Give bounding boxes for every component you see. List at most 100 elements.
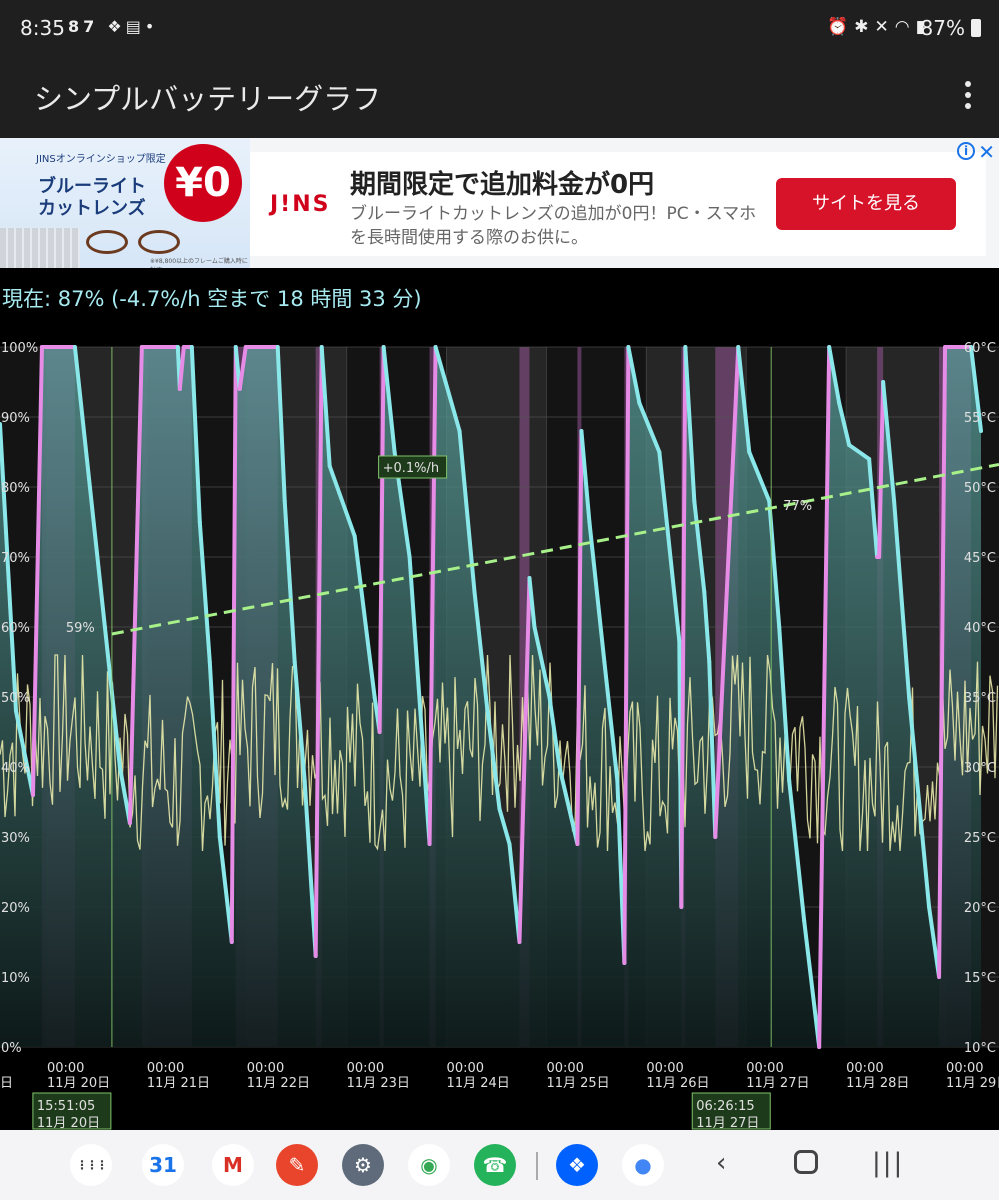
x-tick-time: 00:00 [447, 1061, 484, 1076]
x-tick-time: 00:00 [646, 1061, 683, 1076]
battery-line-segment [302, 779, 318, 958]
battery-line-segment [713, 345, 741, 839]
battery-line-segment [707, 660, 718, 839]
battery-line-segment [189, 345, 202, 524]
ad-headline[interactable]: 期間限定で追加料金が0円 [350, 170, 655, 200]
battery-line-segment [207, 660, 222, 839]
x-tick-date: 11月 26日 [646, 1076, 709, 1091]
ad-banner[interactable]: JINSオンラインショップ限定 ブルーライト カットレンズ ¥0 ※¥8,800… [0, 138, 999, 268]
battery-line-segment [867, 457, 880, 559]
ad-info-icon[interactable]: i [957, 142, 975, 160]
battery-line-segment [507, 842, 522, 944]
battery-line-segment [319, 345, 332, 468]
trend-start-label: 59% [66, 621, 95, 636]
status-time: 8:35 [20, 16, 65, 40]
gmail-icon[interactable]: M [212, 1144, 254, 1186]
news-icon: ▤ [125, 17, 145, 36]
battery-line-segment [337, 492, 357, 538]
x-tick-time: 00:00 [946, 1061, 983, 1076]
battery-line-segment [237, 345, 248, 391]
calendar-icon[interactable]: 31 [142, 1144, 184, 1186]
x-tick-partial: 日 [0, 1076, 13, 1091]
signal-icon: ▮ [915, 17, 931, 37]
battery-line-segment [433, 345, 448, 384]
marker-box [691, 1092, 771, 1130]
ad-shop-label: JINSオンラインショップ限定 [36, 154, 166, 165]
battery-line-segment [443, 380, 462, 433]
battery-line-segment [0, 422, 18, 713]
y-tick-left: 80% [1, 481, 30, 496]
x-tick-time: 00:00 [247, 1061, 284, 1076]
battery-chart[interactable]: 15:51:05 11月 20日 06:26:15 11月 27日 100% 90% 80… [0, 322, 999, 1130]
ad-banner-line2: カットレンズ [38, 198, 146, 219]
trend-rate-box [378, 455, 448, 479]
keep-icon[interactable]: ✎ [276, 1144, 318, 1186]
more-vert-icon[interactable] [959, 78, 977, 118]
x-tick-time: 00:00 [546, 1061, 583, 1076]
recents-icon[interactable]: ||| [872, 1148, 905, 1178]
y-tick-left: 10% [1, 971, 30, 986]
y-tick-left: 90% [1, 411, 30, 426]
battery-line-segment [217, 835, 234, 944]
status-left-icons: 87 ❖▤• [68, 17, 158, 36]
y-tick-left: 70% [1, 551, 30, 566]
battery-line-segment [969, 345, 984, 433]
y-tick-right: 30°C [964, 761, 996, 776]
battery-line-segment [777, 625, 792, 783]
wifi-icon: ◠ [894, 17, 916, 37]
battery-line-segment [87, 485, 107, 629]
glasses-icon [86, 230, 196, 254]
battery-line-segment [802, 919, 822, 1049]
y-tick-right: 15°C [964, 971, 996, 986]
y-tick-right: 45°C [964, 551, 996, 566]
y-tick-right: 20°C [964, 901, 996, 916]
y-tick-left: 50% [1, 691, 30, 706]
battery-line-segment [352, 534, 377, 699]
battery-chart-svg[interactable]: 15:51:05 11月 20日 06:26:15 11月 27日 100% 90% 80… [0, 322, 999, 1130]
marker-date: 11月 20日 [37, 1116, 100, 1130]
ad-card[interactable]: J!NS 期間限定で追加料金が0円 ブルーライトカットレンズの追加が0円！PC・… [250, 152, 986, 256]
home-icon[interactable] [794, 1150, 818, 1174]
phone-icon[interactable]: ☎ [474, 1144, 516, 1186]
battery-line-segment [637, 401, 662, 454]
ad-brand: J!NS [270, 192, 331, 217]
battery-line-segment [377, 345, 386, 734]
battery-line-segment [579, 429, 592, 524]
ad-close-icon[interactable]: ✕ [978, 140, 995, 164]
settings-icon[interactable]: ⚙ [342, 1144, 384, 1186]
x-tick-date: 11月 24日 [447, 1076, 510, 1091]
y-tick-right: 35°C [964, 691, 996, 706]
marker-box [32, 1092, 112, 1130]
y-tick-right: 60°C [964, 341, 996, 356]
assistant-icon[interactable]: ● [622, 1144, 664, 1186]
y-tick-left: 40% [1, 761, 30, 776]
battery-line-segment [602, 660, 620, 783]
x-tick-date: 11月 27日 [746, 1076, 809, 1091]
notification-count: 87 [68, 17, 99, 36]
apps-grid-icon[interactable]: ⋮⋮⋮ [70, 1144, 112, 1186]
chrome-icon[interactable]: ◉ [408, 1144, 450, 1186]
y-tick-left: 30% [1, 831, 30, 846]
battery-percent: 87% [920, 16, 965, 40]
x-tick-time: 00:00 [347, 1061, 384, 1076]
back-icon[interactable]: ‹ [716, 1148, 727, 1178]
battery-line-segment [381, 345, 397, 454]
battery-line-segment [527, 576, 537, 629]
battery-line-segment [679, 345, 688, 909]
battery-line-segment [30, 345, 44, 797]
battery-line-segment [497, 807, 512, 846]
ad-image[interactable]: JINSオンラインショップ限定 ブルーライト カットレンズ ¥0 ※¥8,800… [0, 138, 250, 268]
battery-line-segment [13, 709, 35, 797]
battery-line-segment [127, 345, 144, 825]
ad-cta-button[interactable]: サイトを見る [776, 178, 956, 230]
battery-line-segment [517, 576, 532, 944]
bluetooth-icon: ✱ [854, 17, 875, 37]
dot-icon: • [144, 17, 159, 36]
dropbox-icon[interactable]: ❖ [556, 1144, 598, 1186]
battery-line-segment [702, 590, 712, 664]
y-tick-left: 100% [1, 341, 38, 356]
battery-stats: 現在: 87% (-4.7%/h 空まで 18 時間 33 分) [2, 287, 422, 311]
ad-fine-print: ※¥8,800以上のフレームご購入時に対応 [150, 258, 248, 268]
battery-icon [971, 19, 981, 37]
battery-line-segment [892, 499, 912, 699]
